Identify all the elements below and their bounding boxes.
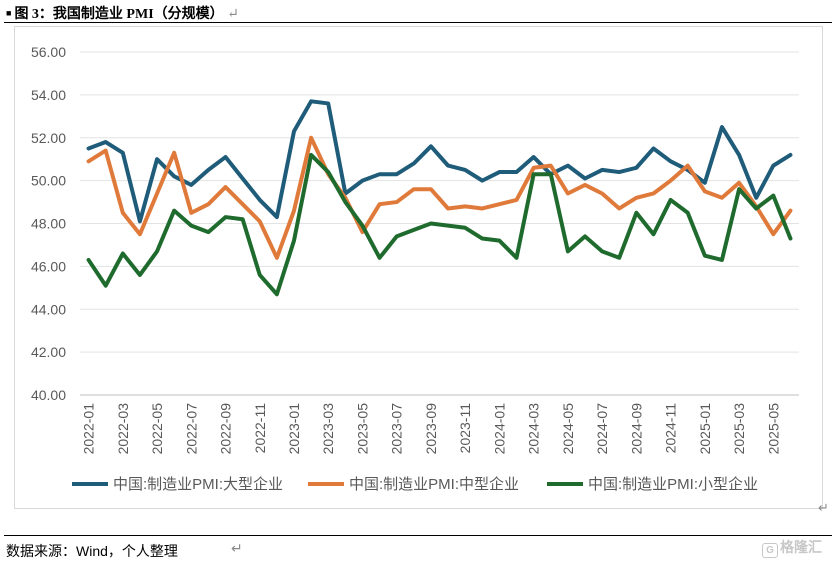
- x-tick-label: 2023-11: [457, 403, 473, 454]
- x-tick-label: 2025-03: [731, 403, 747, 455]
- x-tick-label: 2022-05: [149, 403, 165, 455]
- x-tick-label: 2022-07: [183, 403, 199, 455]
- paragraph-return-mark: ↵: [818, 500, 829, 515]
- x-tick-label: 2023-07: [389, 403, 405, 455]
- x-tick-label: 2024-09: [628, 403, 644, 455]
- x-tick-label: 2023-01: [286, 403, 302, 455]
- y-tick-label: 50.00: [31, 173, 66, 189]
- x-tick-label: 2022-09: [218, 403, 234, 455]
- figure-caption: ■ 图 3：我国制造业 PMI（分规模） ↵: [6, 3, 239, 23]
- watermark-glyph: G: [762, 543, 778, 558]
- watermark-logo: G 格隆汇: [762, 537, 822, 558]
- x-tick-label: 2024-07: [594, 403, 610, 455]
- y-tick-label: 44.00: [31, 301, 66, 317]
- x-tick-label: 2025-01: [697, 403, 713, 455]
- y-tick-label: 56.00: [31, 44, 66, 60]
- series-line-3: [86, 152, 793, 297]
- series-line-1: [86, 99, 793, 224]
- y-tick-label: 42.00: [31, 344, 66, 360]
- source-note: 数据来源：Wind，个人整理: [6, 543, 178, 559]
- x-tick-label: 2022-03: [115, 403, 131, 455]
- legend-label: 中国:制造业PMI:小型企业: [588, 475, 758, 493]
- top-rule: [4, 22, 832, 23]
- x-tick-label: 2025-05: [765, 403, 781, 455]
- watermark-text: 格隆汇: [780, 539, 822, 555]
- x-tick-label: 2022-01: [81, 403, 97, 455]
- y-tick-label: 48.00: [31, 216, 66, 232]
- y-tick-label: 52.00: [31, 130, 66, 146]
- legend-label: 中国:制造业PMI:大型企业: [113, 475, 283, 493]
- y-tick-label: 46.00: [31, 258, 66, 274]
- x-tick-label: 2023-09: [423, 403, 439, 455]
- x-tick-label: 2022-11: [252, 403, 268, 454]
- x-tick-label: 2023-05: [354, 403, 370, 455]
- series-line-2: [86, 135, 793, 260]
- chart-panel: 40.00 42.00 44.00 46.00 48.00 50.00 52.00 54.00…: [14, 26, 823, 509]
- paragraph-return-mark: ↵: [227, 7, 239, 22]
- y-tick-label: 40.00: [31, 387, 66, 403]
- caption-bullet: ■: [6, 8, 12, 18]
- x-tick-label: 2024-05: [560, 403, 576, 455]
- legend-label: 中国:制造业PMI:中型企业: [349, 475, 519, 493]
- x-tick-label: 2024-01: [491, 403, 507, 455]
- x-tick-label: 2023-03: [320, 403, 336, 455]
- caption-text: 图 3：我国制造业 PMI（分规模）: [14, 7, 224, 22]
- y-tick-label: 54.00: [31, 87, 66, 103]
- paragraph-return-mark: ↵: [231, 540, 243, 556]
- x-tick-label: 2024-11: [663, 403, 679, 454]
- bottom-rule: [4, 535, 832, 536]
- chart-canvas: 40.00 42.00 44.00 46.00 48.00 50.00 52.00 54.00…: [31, 44, 799, 493]
- x-tick-label: 2024-03: [526, 403, 542, 455]
